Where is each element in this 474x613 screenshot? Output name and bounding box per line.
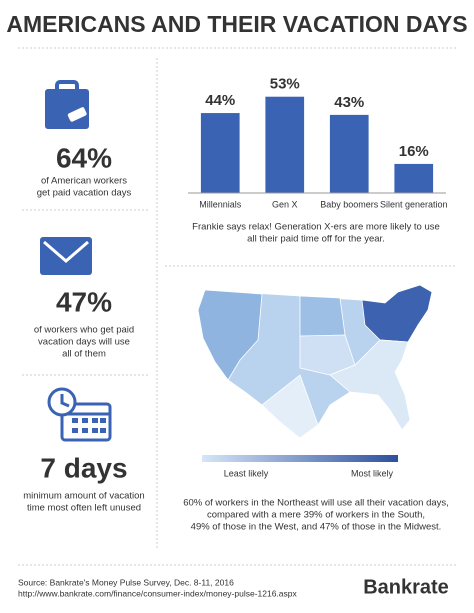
stat-text: time most often left unused [27, 503, 141, 514]
value-label: 43% [334, 94, 364, 111]
x-tick-label: Baby boomers [320, 199, 379, 209]
map-caption: 60% of workers in the Northeast will use… [183, 498, 449, 509]
stat-figure: 64% [56, 142, 112, 173]
source: http://www.bankrate.com/finance/consumer… [18, 588, 298, 598]
legend-label: Most likely [351, 468, 394, 478]
stat-text: vacation days will use [38, 337, 130, 348]
bar [394, 163, 434, 193]
title: AMERICANS AND THEIR VACATION DAYS [6, 11, 467, 37]
source: Source: Bankrate's Money Pulse Survey, D… [18, 577, 234, 587]
map-caption: 49% of those in the West, and 47% of tho… [191, 522, 442, 533]
bar [200, 113, 240, 193]
stat-text: all of them [62, 349, 106, 360]
stat-figure: 47% [56, 286, 112, 317]
bar [329, 114, 369, 193]
legend-label: Least likely [224, 468, 269, 478]
stat-text: get paid vacation days [37, 188, 132, 199]
x-tick-label: Millennials [199, 199, 242, 209]
envelope-icon [40, 237, 92, 275]
bar [265, 96, 305, 193]
map-caption: compared with a mere 39% of workers in t… [207, 510, 425, 521]
x-tick-label: Silent generation [380, 199, 448, 209]
calendar-icon [47, 387, 112, 442]
logo: Bankrate [363, 576, 449, 598]
legend-gradient [202, 455, 398, 462]
chart-caption: Frankie says relax! Generation X-ers are… [192, 222, 440, 233]
value-label: 53% [270, 76, 300, 93]
stat-text: of American workers [41, 176, 127, 187]
stat-figure: 7 days [40, 452, 127, 483]
stat-text: minimum amount of vacation [23, 491, 144, 502]
chart-caption: all their paid time off for the year. [247, 234, 385, 245]
value-label: 44% [205, 92, 235, 109]
us-map [197, 284, 433, 439]
x-tick-label: Gen X [272, 199, 298, 209]
value-label: 16% [399, 143, 429, 160]
stat-text: of workers who get paid [34, 325, 134, 336]
briefcase-icon [45, 80, 89, 129]
